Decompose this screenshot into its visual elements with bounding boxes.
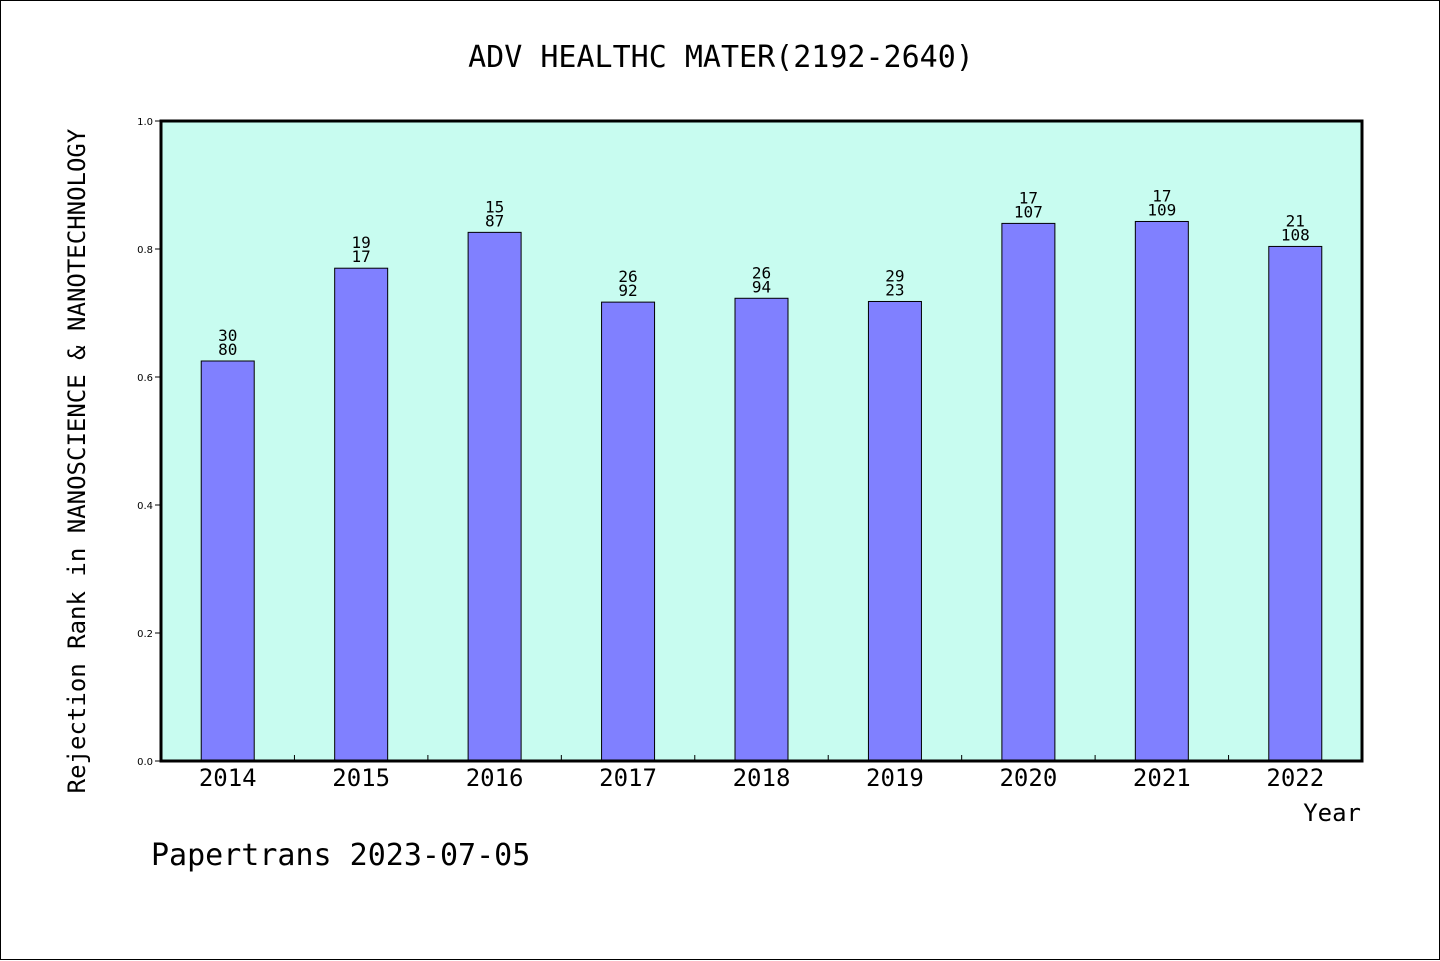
x-tick-label-2016: 2016 [466, 764, 524, 792]
x-tick-label-2015: 2015 [332, 764, 390, 792]
bar-label-top-2017: 26 [618, 267, 637, 286]
y-tick-label-0.4: 0.4 [137, 501, 153, 512]
bar-2018 [734, 297, 789, 762]
chart-title: ADV HEALTHC MATER(2192-2640) [468, 40, 974, 75]
x-tick-label-2017: 2017 [599, 764, 657, 792]
y-tick-label-0.2: 0.2 [137, 629, 153, 640]
bar-label-bottom-2018: 94 [752, 277, 771, 296]
y-tick-label-1.0: 1.0 [137, 117, 153, 128]
bar-2017 [601, 301, 656, 762]
bar-label-bottom-2020: 107 [1014, 202, 1043, 221]
bar-label-bottom-2019: 23 [885, 280, 904, 299]
bar-label-top-2020: 17 [1019, 188, 1038, 207]
y-tick-label-0.0: 0.0 [137, 757, 153, 768]
y-tick-label-0.6: 0.6 [137, 373, 153, 384]
bar-label-bottom-2014: 80 [218, 340, 237, 359]
bar-label-top-2016: 15 [485, 197, 504, 216]
x-axis-ticks: 2014 2015 2016 2017 2018 2019 2020 2021 2022 [199, 755, 1324, 792]
x-tick-label-2021: 2021 [1133, 764, 1191, 792]
x-tick-label-2022: 2022 [1266, 764, 1324, 792]
bar-2014 [200, 360, 255, 762]
y-axis-label: Rejection Rank in NANOSCIENCE & NANOTECH… [63, 128, 91, 793]
x-axis-label: Year [1303, 799, 1361, 827]
bar-label-bottom-2021: 109 [1147, 200, 1176, 219]
bar-2019 [867, 300, 922, 762]
bars-layer [200, 220, 1323, 762]
bar-2022 [1268, 245, 1323, 762]
bar-label-top-2014: 30 [218, 326, 237, 345]
x-tick-label-2019: 2019 [866, 764, 924, 792]
y-axis-ticks: 0.0 0.2 0.4 0.6 0.8 1.0 [137, 117, 161, 768]
bar-2021 [1134, 220, 1189, 762]
bar-label-bottom-2015: 17 [352, 247, 371, 266]
x-tick-label-2018: 2018 [733, 764, 791, 792]
x-tick-label-2014: 2014 [199, 764, 257, 792]
x-tick-label-2020: 2020 [999, 764, 1057, 792]
bar-label-top-2015: 19 [352, 233, 371, 252]
footer-text: Papertrans 2023-07-05 [151, 838, 530, 873]
bar-label-bottom-2017: 92 [618, 281, 637, 300]
bar-2015 [334, 267, 389, 762]
bar-2020 [1001, 222, 1056, 762]
y-tick-label-0.8: 0.8 [137, 245, 153, 256]
bar-label-bottom-2016: 87 [485, 211, 504, 230]
bar-label-bottom-2022: 108 [1281, 225, 1310, 244]
bar-label-top-2019: 29 [885, 266, 904, 285]
bar-label-top-2018: 26 [752, 263, 771, 282]
plot-border [159, 119, 1364, 763]
bar-2016 [467, 231, 522, 762]
bar-label-top-2022: 21 [1286, 211, 1305, 230]
bar-label-top-2021: 17 [1152, 186, 1171, 205]
